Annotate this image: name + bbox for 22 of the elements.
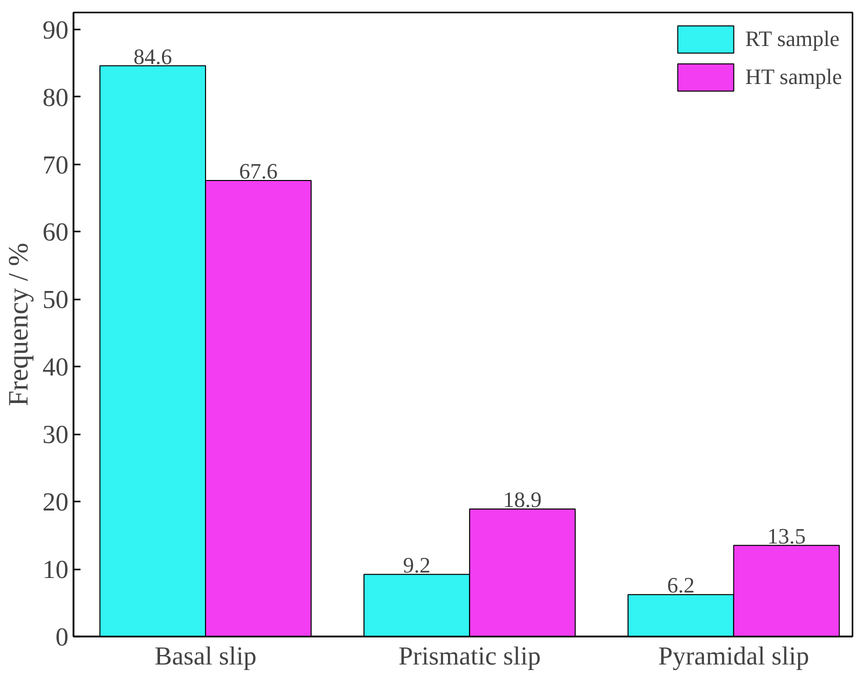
data-label: 18.9 [503, 487, 542, 512]
legend-label: HT sample [745, 64, 842, 90]
y-tick-label: 60 [42, 218, 68, 247]
data-label: 84.6 [133, 44, 172, 69]
x-tick-label: Prismatic slip [398, 642, 541, 670]
x-tick-label: Basal slip [154, 642, 256, 670]
y-tick-label: 30 [42, 420, 68, 450]
legend-label: RT sample [745, 26, 840, 52]
data-label: 13.5 [767, 523, 806, 548]
data-label: 6.2 [667, 572, 695, 598]
y-tick-label: 70 [42, 150, 68, 180]
y-axis-title: Frequency / % [4, 242, 34, 406]
y-tick-label: 90 [42, 15, 68, 44]
x-tick-label: Pyramidal slip [658, 642, 810, 670]
y-tick-label: 80 [42, 82, 68, 112]
y-tick-label: 50 [42, 285, 68, 314]
y-tick-label: 40 [42, 352, 68, 382]
data-label: 9.2 [403, 552, 431, 578]
y-tick-label: 20 [42, 488, 68, 517]
y-tick-label: 0 [56, 622, 68, 652]
y-tick-label: 10 [42, 555, 68, 584]
data-label: 67.6 [239, 158, 278, 184]
